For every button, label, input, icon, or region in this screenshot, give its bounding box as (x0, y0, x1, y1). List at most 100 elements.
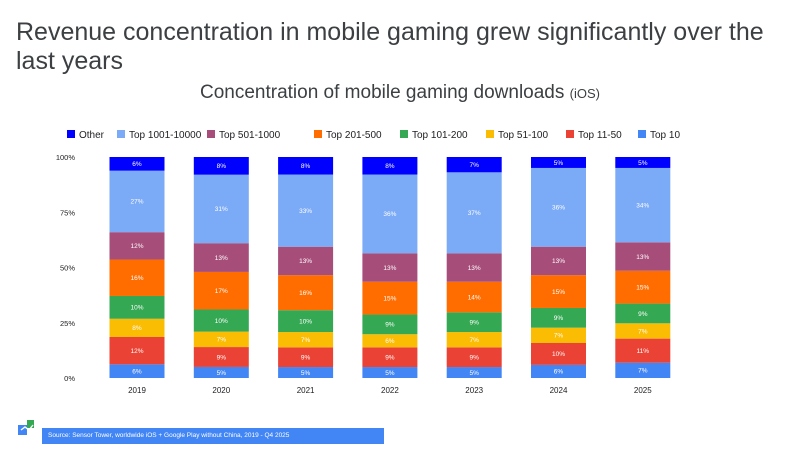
data-label: 6% (132, 161, 142, 168)
data-label: 9% (385, 355, 395, 362)
legend-swatch (117, 130, 125, 138)
legend-item: Top 11-50 (566, 130, 622, 141)
bar-segment (278, 246, 334, 276)
bar-segment (615, 270, 671, 304)
bar-segment (109, 295, 165, 319)
data-label: 14% (468, 294, 481, 301)
data-label: 10% (552, 351, 565, 358)
bar-segment (362, 314, 418, 335)
bar-segment (446, 347, 502, 368)
legend-item: Top 501-1000 (207, 130, 281, 141)
stacked-bar-chart: Other Top 1001-10000 Top 501-1000 Top 201-5… (56, 130, 680, 395)
data-label: 9% (469, 355, 479, 362)
data-label: 5% (469, 370, 479, 377)
data-label: 36% (552, 205, 565, 212)
bar-segment (362, 281, 418, 315)
bar-segment (615, 157, 671, 168)
legend-label: Top 501-1000 (219, 130, 281, 141)
data-label: 17% (215, 288, 228, 295)
bar-segment (109, 364, 165, 378)
legend-label: Top 201-500 (326, 130, 382, 141)
x-category-label: 2023 (465, 386, 483, 395)
bar-segment (278, 275, 334, 311)
data-label: 7% (469, 162, 479, 169)
data-label: 9% (385, 322, 395, 329)
bar-segment (446, 367, 502, 378)
bar-segment (362, 367, 418, 378)
x-category-label: 2024 (550, 386, 568, 395)
data-label: 27% (130, 199, 143, 206)
bar-segment (615, 362, 671, 378)
page-title: Revenue concentration in mobile gaming g… (16, 18, 764, 75)
x-category-label: 2021 (297, 386, 315, 395)
data-label: 10% (215, 318, 228, 325)
y-tick-label: 75% (60, 208, 75, 217)
bar-segment (193, 174, 249, 244)
data-label: 10% (130, 305, 143, 312)
data-label: 6% (385, 338, 395, 345)
data-label: 15% (636, 284, 649, 291)
brand-logo-icon (18, 420, 34, 435)
source-note: Source: Sensor Tower, worldwide iOS + Go… (42, 428, 384, 444)
bar-segment (193, 157, 249, 175)
x-category-label: 2022 (381, 386, 399, 395)
legend-swatch (400, 130, 408, 138)
y-tick-label: 100% (56, 153, 76, 162)
data-label: 7% (217, 337, 227, 344)
legend-swatch (638, 130, 646, 138)
data-label: 13% (552, 258, 565, 265)
bar-segment (109, 318, 165, 337)
bar-segment (615, 167, 671, 243)
bar-segment (193, 366, 249, 378)
data-label: 5% (554, 160, 564, 167)
data-label: 6% (132, 368, 142, 375)
bar-segment (193, 347, 249, 367)
bar-segment (193, 331, 249, 348)
legend-swatch (67, 130, 75, 138)
bar-segment (531, 327, 586, 343)
legend-swatch (486, 130, 494, 138)
data-label: 12% (130, 243, 143, 250)
data-label: 11% (637, 348, 650, 355)
bar-segment (278, 347, 334, 368)
legend-item: Top 51-100 (486, 130, 548, 141)
bar-segment (615, 338, 671, 363)
data-label: 15% (552, 289, 565, 296)
bar-segment (362, 174, 418, 254)
data-label: 8% (132, 325, 142, 332)
bar-segment (531, 307, 586, 328)
bar-segment (278, 157, 334, 175)
bar-segment (615, 303, 671, 324)
data-label: 33% (299, 208, 312, 215)
bar-segment (362, 347, 418, 368)
legend-swatch (566, 130, 574, 138)
legend-item: Top 1001-10000 (117, 130, 202, 141)
x-category-label: 2019 (128, 386, 146, 395)
y-tick-label: 25% (60, 319, 75, 328)
bar-segment (109, 232, 165, 260)
data-label: 9% (638, 311, 648, 318)
data-label: 9% (554, 315, 564, 322)
data-label: 8% (301, 163, 311, 170)
bar-segment (531, 167, 586, 247)
data-label: 5% (217, 370, 227, 377)
bar-segment (446, 157, 502, 173)
chart-title-main: Concentration of mobile gaming downloads (199, 82, 565, 103)
data-label: 6% (554, 369, 564, 376)
legend-item: Top 10 (638, 130, 680, 141)
data-label: 9% (217, 354, 227, 361)
data-label: 15% (383, 295, 396, 302)
y-tick-label: 0% (64, 374, 75, 383)
legend-item: Top 201-500 (314, 130, 382, 141)
bar-segment (193, 309, 249, 332)
data-label: 31% (215, 206, 228, 213)
data-label: 8% (385, 163, 395, 170)
data-label: 12% (130, 348, 143, 355)
data-label: 16% (299, 290, 312, 297)
data-label: 13% (383, 265, 396, 272)
legend-label: Top 1001-10000 (129, 130, 202, 141)
bar-segment (109, 157, 165, 171)
bar-segment (446, 172, 502, 254)
chart-title: Concentration of mobile gaming downloads… (0, 82, 800, 104)
data-label: 13% (215, 255, 228, 262)
